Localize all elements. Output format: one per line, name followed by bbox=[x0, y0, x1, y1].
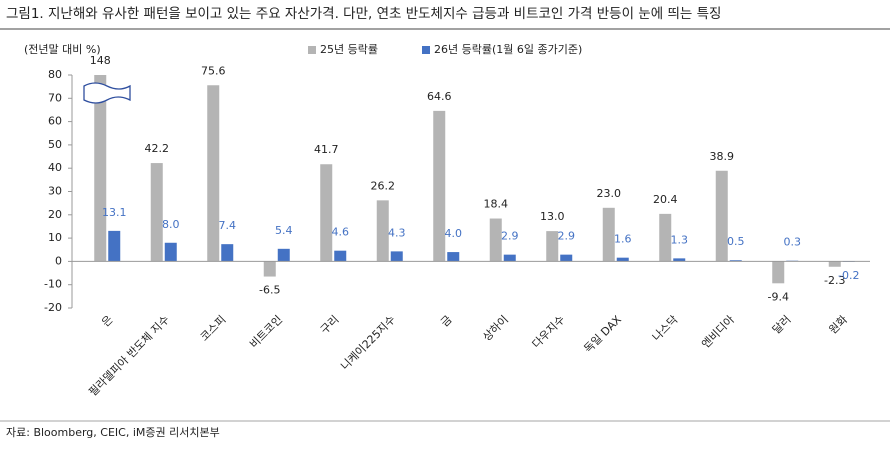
data-label: 75.6 bbox=[201, 64, 226, 77]
bar bbox=[828, 261, 841, 267]
y-tick-label: 80 bbox=[48, 68, 62, 81]
bar bbox=[503, 254, 516, 262]
bar bbox=[263, 261, 276, 277]
x-tick-label: 금 bbox=[438, 313, 454, 329]
x-tick-label: 독일 DAX bbox=[581, 312, 625, 356]
data-label: 0.5 bbox=[727, 235, 745, 248]
source: 자료: Bloomberg, CEIC, iM증권 리서치본부 bbox=[6, 426, 220, 439]
legend-swatch bbox=[422, 46, 430, 54]
bar bbox=[602, 207, 615, 262]
bar bbox=[164, 242, 177, 262]
plot-area bbox=[94, 75, 855, 284]
data-label: 2.9 bbox=[501, 230, 519, 243]
data-label: 41.7 bbox=[314, 143, 339, 156]
bar bbox=[673, 258, 686, 262]
bar bbox=[447, 252, 460, 262]
legend-label: 26년 등락률(1월 6일 종가기준) bbox=[434, 42, 582, 56]
legend-label: 25년 등락률 bbox=[320, 43, 378, 56]
bar bbox=[207, 85, 220, 262]
data-label: 42.2 bbox=[145, 142, 170, 155]
bar bbox=[390, 251, 403, 262]
y-tick-label: 50 bbox=[48, 138, 62, 151]
x-tick-label: 필라델피아 반도체 지수 bbox=[86, 313, 172, 399]
y-tick-label: 30 bbox=[48, 185, 62, 198]
data-label: 23.0 bbox=[597, 187, 622, 200]
y-tick-label: -10 bbox=[44, 278, 62, 291]
data-label: 8.0 bbox=[162, 218, 180, 231]
legend-swatch bbox=[308, 46, 316, 54]
bar bbox=[150, 163, 163, 262]
y-tick-label: 70 bbox=[48, 91, 62, 104]
bar bbox=[376, 200, 389, 262]
data-label: 20.4 bbox=[653, 193, 678, 206]
bar bbox=[433, 110, 446, 262]
data-label: 13.0 bbox=[540, 210, 565, 223]
data-label: 148 bbox=[90, 54, 111, 67]
bar bbox=[94, 75, 107, 262]
data-label: 13.1 bbox=[102, 206, 127, 219]
data-label: 4.6 bbox=[332, 226, 350, 239]
x-tick-label: 니케이225지수 bbox=[338, 313, 398, 373]
x-tick-label: 코스피 bbox=[198, 313, 229, 344]
x-tick-label: 은 bbox=[99, 313, 115, 329]
bar bbox=[489, 218, 502, 262]
bar bbox=[772, 261, 785, 284]
data-label: 4.0 bbox=[445, 227, 463, 240]
bar bbox=[108, 230, 121, 262]
data-label: 2.9 bbox=[558, 230, 576, 243]
x-tick-label: 비트코인 bbox=[247, 313, 285, 351]
data-label: 1.6 bbox=[614, 233, 632, 246]
x-tick-label: 나스닥 bbox=[650, 313, 681, 344]
data-label: 26.2 bbox=[371, 179, 396, 192]
y-tick-label: 40 bbox=[48, 161, 62, 174]
y-tick-label: 20 bbox=[48, 208, 62, 221]
x-tick-label: 원화 bbox=[826, 313, 850, 337]
data-label: -6.5 bbox=[259, 284, 280, 297]
bar bbox=[729, 260, 742, 262]
bar bbox=[659, 213, 672, 262]
x-tick-label: 엔비디아 bbox=[699, 313, 737, 351]
data-label: -0.2 bbox=[838, 269, 859, 282]
data-label: -2.3 bbox=[824, 274, 845, 287]
data-label: 18.4 bbox=[484, 198, 509, 211]
x-tick-label: 달러 bbox=[770, 313, 794, 337]
y-tick-label: 10 bbox=[48, 231, 62, 244]
axis-break bbox=[83, 82, 131, 104]
bar bbox=[334, 250, 347, 262]
y-axis-label: (전년말 대비 %) bbox=[24, 43, 101, 56]
bar bbox=[221, 244, 234, 262]
bar bbox=[616, 257, 629, 262]
x-tick-label: 다우지수 bbox=[530, 313, 568, 351]
bar bbox=[715, 170, 728, 262]
x-tick-label: 상하이 bbox=[480, 312, 511, 343]
bar bbox=[560, 254, 573, 262]
data-label: 38.9 bbox=[710, 150, 735, 163]
chart-title: 그림1. 지난해와 유사한 패턴을 보이고 있는 주요 자산가격. 다만, 연초… bbox=[6, 6, 721, 22]
x-tick-label: 구리 bbox=[318, 313, 342, 337]
data-label: 7.4 bbox=[219, 219, 237, 232]
data-label: -9.4 bbox=[768, 290, 789, 303]
data-label: 0.3 bbox=[784, 236, 802, 249]
bar bbox=[546, 231, 559, 262]
data-label: 5.4 bbox=[275, 224, 293, 237]
bar bbox=[277, 248, 290, 262]
y-tick-label: 0 bbox=[55, 254, 62, 267]
y-tick-label: -20 bbox=[44, 301, 62, 314]
y-tick-label: 60 bbox=[48, 115, 62, 128]
data-label: 4.3 bbox=[388, 226, 406, 239]
data-label: 64.6 bbox=[427, 90, 452, 103]
data-label: 1.3 bbox=[671, 233, 689, 246]
bar bbox=[320, 164, 333, 262]
